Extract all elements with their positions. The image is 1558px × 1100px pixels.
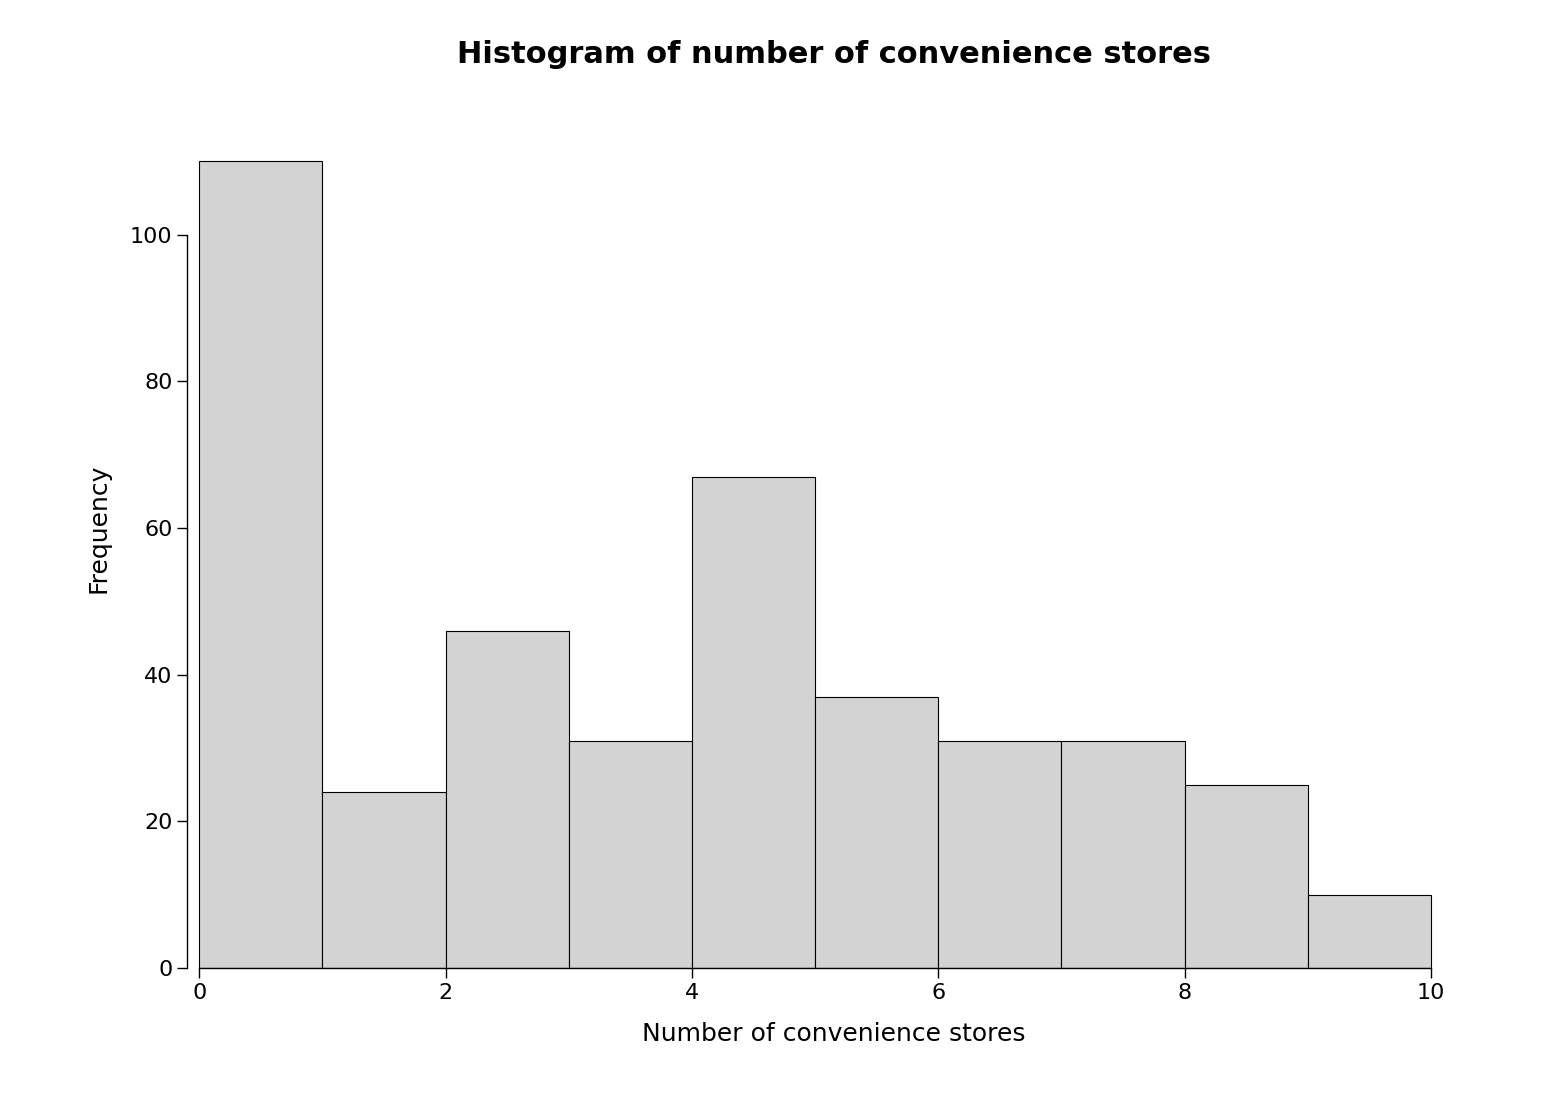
- Y-axis label: Frequency: Frequency: [86, 463, 111, 593]
- Bar: [692, 476, 815, 968]
- Bar: [1061, 740, 1184, 968]
- Bar: [938, 740, 1061, 968]
- Bar: [323, 792, 446, 968]
- Bar: [199, 162, 323, 968]
- Bar: [569, 740, 692, 968]
- Bar: [446, 630, 569, 968]
- X-axis label: Number of convenience stores: Number of convenience stores: [642, 1022, 1025, 1046]
- Bar: [1184, 784, 1307, 968]
- Bar: [815, 696, 938, 968]
- Bar: [1307, 894, 1430, 968]
- Title: Histogram of number of convenience stores: Histogram of number of convenience store…: [456, 40, 1211, 69]
